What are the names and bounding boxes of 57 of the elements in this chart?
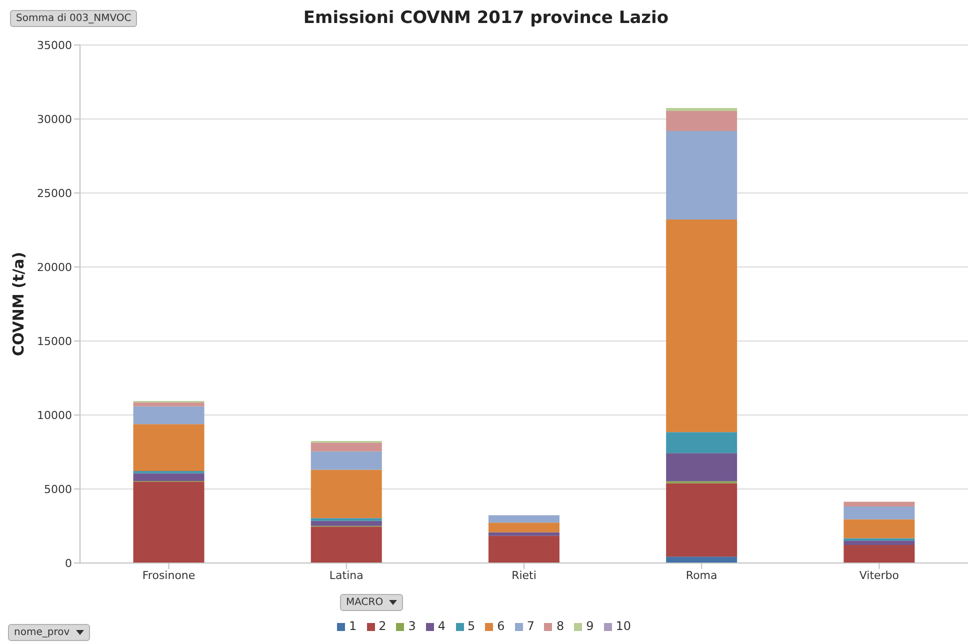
bar: [666, 111, 738, 131]
bar: [488, 515, 560, 523]
x-tick-label: Latina: [329, 568, 364, 582]
bar: [133, 470, 204, 474]
bar: [844, 540, 915, 545]
y-tick-label: 20000: [37, 260, 72, 274]
x-tick-label: Viterbo: [859, 568, 900, 582]
bar: [666, 219, 738, 432]
x-tick-label: Rieti: [512, 568, 536, 582]
bar: [133, 473, 204, 482]
bar: [133, 402, 204, 406]
bar: [844, 502, 915, 506]
y-tick-label: 10000: [37, 408, 72, 422]
legend-label: 4: [438, 619, 446, 633]
legend-label: 5: [468, 619, 476, 633]
y-axis-title: COVNM (t/a): [9, 252, 28, 356]
x-tick-label: Roma: [686, 568, 718, 582]
y-tick-label: 25000: [37, 186, 72, 200]
legend-label: 7: [526, 619, 534, 633]
bar: [666, 108, 738, 112]
y-tick-label: 0: [65, 556, 72, 570]
bar: [488, 536, 560, 563]
y-tick-label: 30000: [37, 112, 72, 126]
bar: [844, 544, 915, 563]
bar: [310, 442, 382, 452]
legend-label: 10: [616, 619, 632, 633]
bar: [310, 518, 382, 521]
bar: [310, 451, 382, 470]
bar: [133, 482, 204, 563]
legend-label: 3: [408, 619, 416, 633]
chart-title: Emissioni COVNM 2017 province Lazio: [303, 8, 669, 28]
bar: [133, 406, 204, 424]
legend-label: 8: [556, 619, 564, 633]
bar: [133, 424, 204, 471]
y-tick-label: 15000: [37, 334, 72, 348]
legend-label: 2: [378, 619, 386, 633]
y-tick-label: 35000: [37, 38, 72, 52]
bar: [310, 470, 382, 518]
bar: [666, 130, 738, 220]
bar: [844, 519, 915, 538]
bar: [666, 453, 738, 482]
bar: [310, 520, 382, 526]
legend-label: 6: [497, 619, 505, 633]
bar: [666, 556, 738, 563]
text: Somma di 003_NMVOC: [16, 13, 132, 24]
bar: [488, 522, 560, 532]
bar: [666, 432, 738, 454]
bar: [666, 483, 738, 557]
text: MACRO: [346, 597, 384, 608]
y-tick-label: 5000: [44, 482, 72, 496]
legend-label: 1: [348, 619, 357, 633]
bar: [488, 532, 560, 536]
text: nome_prov: [14, 627, 70, 638]
bar: [844, 506, 915, 520]
bar: [310, 526, 382, 563]
x-tick-label: Frosinone: [142, 568, 196, 582]
legend-label: 9: [586, 619, 594, 633]
